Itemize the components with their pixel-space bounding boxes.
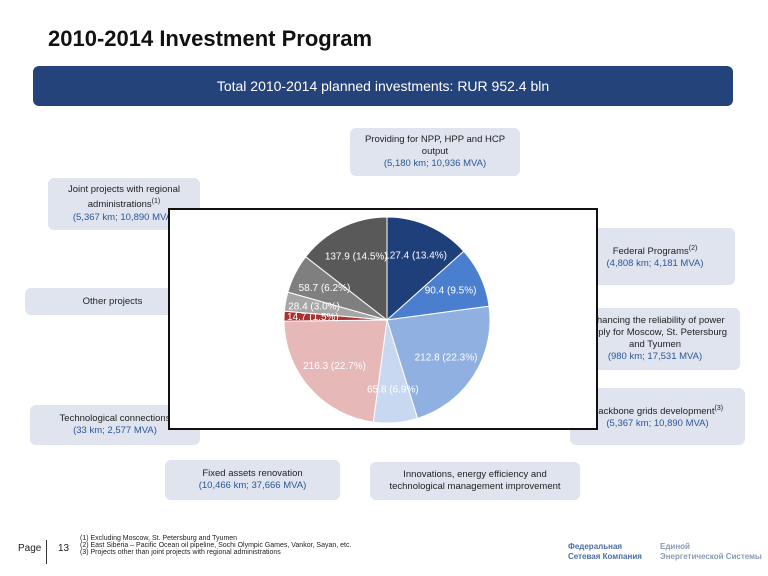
data-label: 212.8 (22.3%) — [415, 352, 478, 363]
callout-note: (2) — [688, 244, 698, 252]
callout: Fixed assets renovation (10,466 km; 37,66… — [165, 460, 340, 500]
callout-label-line: Providing for NPP, HPP and HCP output — [356, 134, 514, 158]
data-label: 137.9 (14.5%) — [325, 252, 388, 263]
callout-detail: (4,808 km; 4,181 MVA) — [606, 258, 704, 270]
callout: Backbone grids development(3) (5,367 km; … — [570, 388, 745, 445]
callout-label-line: Backbone grids development(3) — [592, 403, 723, 418]
data-label: 65.8 (6.9%) — [367, 384, 419, 395]
callout-label-line: Other projects — [83, 296, 143, 308]
callout-label: Technological connections — [59, 413, 171, 424]
data-label: 90.4 (9.5%) — [425, 285, 477, 296]
callout-label-line: Technological connections — [60, 413, 171, 425]
callout-detail: (5,367 km; 10,890 MVA) — [72, 211, 176, 223]
pie-box: 127.4 (13.4%) 90.4 (9.5%) 212.8 (22.3%) 65.… — [168, 208, 598, 430]
callout-note: (1) — [151, 198, 161, 206]
logo-right: Единой Энергетической Системы — [660, 542, 762, 562]
callout-label-line: Innovations, energy efficiency and techn… — [376, 469, 574, 493]
callout-detail: (10,466 km; 37,666 MVA) — [198, 480, 307, 491]
data-label: 127.4 (13.4%) — [384, 251, 447, 262]
pie-slice — [386, 305, 491, 420]
pie-slice — [283, 319, 388, 423]
footnotes: (1) Excluding Moscow, St. Petersburg and… — [80, 535, 351, 556]
page-label: Page — [18, 543, 42, 554]
callout-label: Innovations, energy efficiency and techn… — [389, 469, 561, 492]
callout-label-line: Enhancing the reliability of power suppl… — [576, 315, 734, 351]
callout-detail: (5,180 km; 10,936 MVA) — [383, 158, 487, 169]
banner: Total 2010-2014 planned investments: RUR… — [33, 66, 733, 106]
callout-label: Enhancing the reliability of power suppl… — [582, 315, 728, 350]
pie-slice — [386, 216, 465, 322]
pie-chart: 127.4 (13.4%) 90.4 (9.5%) 212.8 (22.3%) 65.… — [283, 216, 491, 424]
page-number: 13 — [58, 543, 70, 554]
callout-detail: (5,367 km; 10,890 MVA) — [606, 418, 709, 430]
callout: Technological connections (33 km; 2,577 M… — [30, 405, 200, 445]
callout-label: Backbone grids development — [591, 406, 715, 418]
callout: Providing for NPP, HPP and HCP output (5,… — [350, 128, 520, 176]
logo-text: Единой — [660, 542, 690, 551]
data-label: 28.4 (3.0%) — [288, 301, 340, 312]
callout: Enhancing the reliability of power suppl… — [570, 308, 740, 370]
callout-label-line: Fixed assets renovation — [202, 468, 302, 480]
data-label: 216.3 (22.7%) — [303, 361, 366, 372]
footnote: (2) East Siberia – Pacific Ocean oil pip… — [80, 542, 352, 549]
separator — [46, 540, 47, 564]
logo-text: Федеральная — [568, 542, 623, 551]
callout: Innovations, energy efficiency and techn… — [370, 462, 580, 500]
callout-label: Providing for NPP, HPP and HCP output — [364, 134, 506, 157]
callout-detail: (33 km; 2,577 MVA) — [73, 425, 157, 436]
callout: Federal Programs(2) (4,808 km; 4,181 MVA) — [575, 228, 735, 285]
footnote: (3) Projects other than joint projects w… — [80, 549, 281, 556]
callout-label: Joint projects with regional administrat… — [68, 184, 180, 211]
callout-label-line: Federal Programs(2) — [613, 243, 698, 258]
callout-label: Fixed assets renovation — [202, 468, 303, 479]
data-label: 58.7 (6.2%) — [299, 283, 351, 294]
data-label: 14.7 (1.5%) — [287, 312, 339, 323]
callout-label-line: Joint projects with regional administrat… — [54, 184, 194, 211]
callout-label: Federal Programs — [612, 246, 689, 258]
logo-text: Энергетической Системы — [660, 552, 762, 561]
logo-left: Федеральная Сетевая Компания — [568, 542, 642, 562]
callout-label: Other projects — [82, 295, 143, 307]
footnote: (1) Excluding Moscow, St. Petersburg and… — [80, 535, 238, 542]
pie-slice — [304, 216, 388, 322]
callout-detail: (980 km; 17,531 MVA) — [607, 351, 703, 362]
callout-note: (3) — [714, 404, 724, 412]
title: 2010-2014 Investment Program — [48, 26, 373, 51]
logo-text: Сетевая Компания — [568, 552, 642, 561]
